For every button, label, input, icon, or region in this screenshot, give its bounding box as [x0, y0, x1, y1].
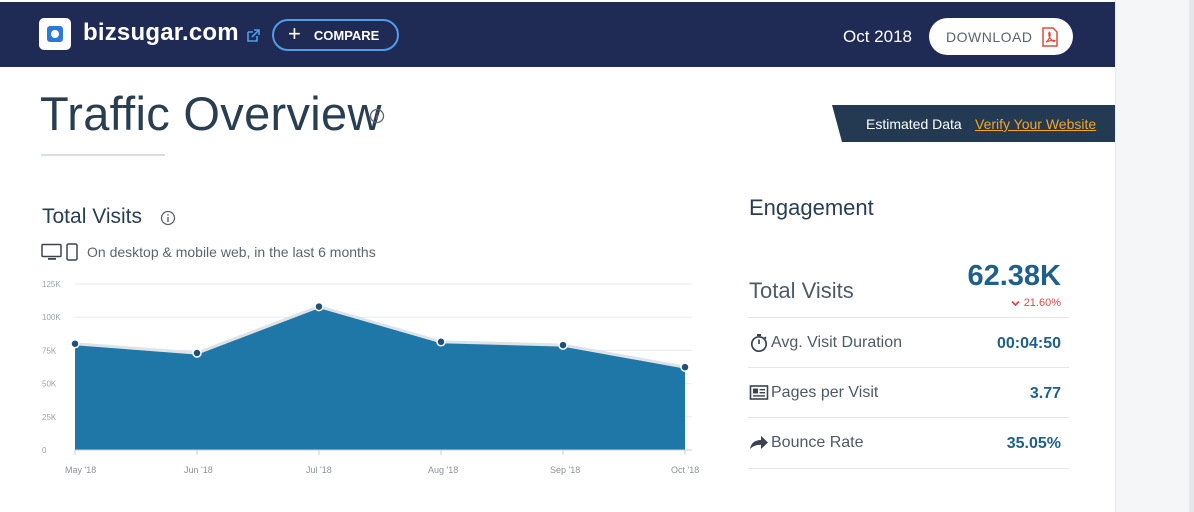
x-tick-label: Sep '18 — [550, 465, 580, 475]
engagement-row-bounce: Bounce Rate 35.05% — [748, 417, 1069, 469]
visits-line — [74, 304, 686, 369]
visits-change-badge: 21.60% — [960, 297, 1061, 309]
pdf-icon — [1042, 26, 1059, 47]
download-button[interactable]: DOWNLOAD — [929, 18, 1073, 55]
verify-website-link[interactable]: Verify Your Website — [975, 116, 1097, 132]
data-point[interactable] — [70, 339, 80, 349]
bounce-value: 35.05% — [1006, 435, 1061, 452]
title-underline — [41, 154, 165, 156]
estimated-data-label: Estimated Data — [866, 116, 962, 132]
stopwatch-icon — [750, 334, 768, 353]
duration-label: Avg. Visit Duration — [771, 334, 903, 351]
right-gutter — [1115, 0, 1194, 512]
data-point[interactable] — [436, 337, 446, 347]
pages-label: Pages per Visit — [771, 384, 879, 401]
engagement-row-pages: Pages per Visit 3.77 — [748, 367, 1069, 418]
x-tick-label: May '18 — [65, 465, 96, 475]
pages-icon — [749, 385, 769, 400]
duration-value: 00:04:50 — [996, 335, 1061, 352]
y-tick-label: 50K — [42, 380, 57, 389]
data-point[interactable] — [192, 348, 202, 358]
info-icon[interactable] — [160, 210, 176, 226]
compare-button[interactable]: + COMPARE — [272, 19, 399, 51]
scrollbar-track[interactable] — [1189, 0, 1194, 512]
x-axis-ticks: May '18 Jun '18 Jul '18 Aug '18 Sep '18 Oct '… — [65, 449, 699, 475]
pages-value: 3.77 — [1029, 385, 1061, 402]
external-link-icon[interactable] — [245, 28, 261, 44]
total-visits-chart: 0 25K 50K 75K 100K 125K May '18 Jun '18 Jul '18… — [42, 280, 699, 475]
site-name[interactable]: bizsugar.com — [83, 19, 239, 46]
x-tick-label: Aug '18 — [428, 465, 458, 475]
visits-area — [75, 306, 685, 450]
y-axis-ticks: 0 25K 50K 75K 100K 125K — [42, 280, 61, 455]
y-tick-label: 125K — [42, 280, 61, 289]
data-points — [70, 301, 690, 372]
y-tick-label: 0 — [42, 446, 47, 455]
visits-change-value: 21.60% — [1023, 297, 1061, 309]
chevron-down-icon — [1010, 300, 1020, 306]
estimated-data-ribbon — [832, 105, 1115, 142]
engagement-row-duration: Avg. Visit Duration 00:04:50 — [748, 317, 1069, 368]
y-tick-label: 100K — [42, 313, 61, 322]
y-tick-label: 75K — [42, 346, 57, 355]
total-visits-title: Total Visits — [42, 205, 142, 228]
area-layer — [74, 304, 686, 450]
engagement-title: Engagement — [749, 195, 874, 220]
plus-icon: + — [288, 21, 301, 46]
y-tick-label: 25K — [42, 413, 57, 422]
total-visits-subtitle: On desktop & mobile web, in the last 6 m… — [87, 244, 376, 260]
x-tick-label: Jun '18 — [184, 465, 213, 475]
data-point[interactable] — [680, 362, 690, 372]
desktop-mobile-icon — [41, 243, 78, 261]
site-favicon-icon — [39, 18, 71, 50]
data-point[interactable] — [314, 301, 324, 312]
bounce-arrow-icon — [750, 436, 768, 449]
header-bar: bizsugar.com + COMPARE Oct 2018 DOWNLOAD — [0, 2, 1115, 67]
data-point[interactable] — [558, 340, 568, 350]
engagement-total-visits-label: Total Visits — [749, 278, 854, 303]
x-tick-label: Jul '18 — [306, 465, 332, 475]
x-tick-label: Oct '18 — [671, 465, 699, 475]
download-label: DOWNLOAD — [946, 28, 1033, 45]
info-icon[interactable] — [369, 108, 385, 124]
date-selector[interactable]: Oct 2018 — [843, 27, 912, 46]
compare-label: COMPARE — [313, 27, 380, 43]
engagement-total-visits-value: 62.38K — [967, 260, 1061, 292]
bounce-label: Bounce Rate — [771, 434, 864, 451]
page-title: Traffic Overview — [40, 87, 382, 140]
